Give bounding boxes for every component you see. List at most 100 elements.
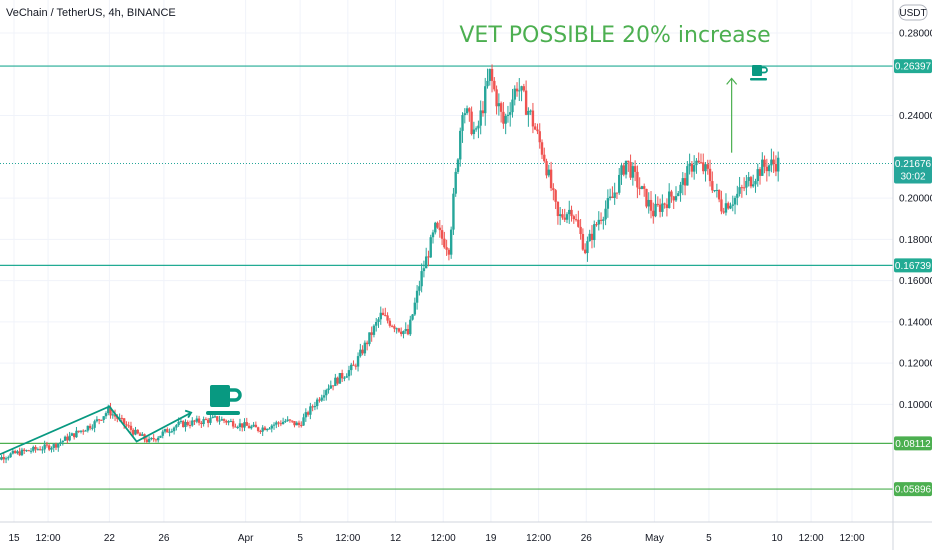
candle-body — [52, 444, 55, 448]
candle-body — [152, 437, 155, 440]
candle-body — [427, 256, 430, 258]
candle-body — [606, 198, 610, 209]
currency-badge[interactable]: USDT — [898, 4, 928, 21]
candle-body — [465, 108, 469, 114]
candle-body — [463, 113, 466, 116]
candle-body — [440, 230, 444, 239]
candle-body — [132, 429, 135, 435]
candle-body — [540, 142, 544, 155]
candle-body — [163, 429, 167, 432]
candle-body — [767, 165, 771, 172]
candle-body — [38, 449, 42, 451]
candle-body — [774, 164, 778, 172]
candle-body — [583, 249, 587, 254]
candle-body — [529, 110, 532, 112]
candle-body — [136, 429, 139, 434]
candle-body — [704, 164, 707, 172]
candle-body — [633, 166, 637, 172]
candle-body — [518, 90, 521, 92]
x-tick-label: 12:00 — [335, 533, 360, 544]
candle-body — [109, 407, 112, 416]
candle-body — [181, 421, 185, 428]
candle-body — [727, 203, 730, 209]
candle-body — [84, 430, 87, 432]
candle-body — [640, 186, 644, 189]
candle-body — [345, 376, 348, 378]
candle-body — [61, 440, 65, 443]
candle-body — [620, 165, 623, 175]
candle-body — [397, 328, 401, 332]
candle-body — [23, 449, 26, 451]
candle-body — [363, 342, 367, 354]
candle-body — [481, 110, 485, 114]
x-tick-label: 12:00 — [431, 533, 456, 544]
candle-body — [209, 417, 212, 423]
candle-body — [722, 211, 725, 213]
candle-body — [72, 433, 76, 438]
candle-body — [331, 385, 335, 387]
candle-body — [599, 219, 603, 221]
price-level-tag — [894, 482, 932, 497]
candle-body — [204, 419, 208, 421]
candle-body — [636, 171, 639, 188]
candle-body — [708, 168, 712, 182]
candle-body — [536, 129, 539, 132]
candle-body — [443, 238, 446, 248]
candle-body — [2, 456, 5, 460]
candle-body — [679, 184, 682, 194]
candle-body — [13, 450, 17, 454]
x-tick-label: 12:00 — [799, 533, 824, 544]
candle-body — [549, 169, 553, 189]
candle-body — [20, 449, 24, 456]
price-level-tag — [894, 59, 932, 74]
candle-body — [561, 214, 564, 218]
candle-body — [424, 256, 428, 269]
countdown-label: 30:02 — [900, 171, 925, 182]
candle-body — [241, 423, 244, 428]
candle-body — [277, 422, 280, 424]
candle-body — [154, 439, 158, 441]
candle-body — [365, 342, 369, 345]
candle-body — [663, 203, 666, 205]
candle-body — [247, 425, 251, 429]
candle-body — [461, 115, 464, 131]
candle-body — [88, 425, 92, 429]
candle-body — [211, 416, 214, 418]
candle-body — [386, 315, 389, 321]
candle-body — [107, 407, 110, 414]
candle-body — [692, 165, 696, 172]
y-tick-label: 0.14000 — [899, 317, 932, 328]
candle-body — [318, 399, 321, 401]
candle-body — [493, 80, 496, 90]
current-price-label: 0.21676 — [895, 159, 932, 170]
candle-body — [234, 426, 237, 428]
candle-body — [647, 199, 650, 207]
candle-body — [661, 203, 664, 212]
candle-body — [531, 110, 535, 127]
candle-body — [724, 203, 728, 213]
candle-body — [738, 187, 741, 194]
candle-body — [456, 159, 460, 172]
candle-body — [484, 86, 487, 114]
candle-body — [570, 209, 573, 217]
candle-body — [388, 320, 392, 326]
candle-body — [613, 192, 616, 198]
candle-body — [281, 421, 285, 425]
candle-body — [93, 421, 96, 428]
candle-body — [495, 89, 498, 107]
y-tick-label: 0.12000 — [899, 359, 932, 370]
candle-body — [468, 108, 471, 112]
candle-body — [202, 419, 205, 425]
candle-body — [631, 166, 635, 178]
candle-body — [527, 110, 530, 115]
candle-body — [268, 428, 271, 430]
candle-body — [168, 431, 171, 433]
candle-body — [384, 315, 387, 317]
candle-body — [200, 422, 203, 425]
candle-body — [776, 157, 780, 172]
candle-body — [177, 421, 180, 426]
candle-body — [272, 424, 276, 426]
candle-body — [538, 131, 541, 143]
candle-body — [772, 159, 775, 165]
